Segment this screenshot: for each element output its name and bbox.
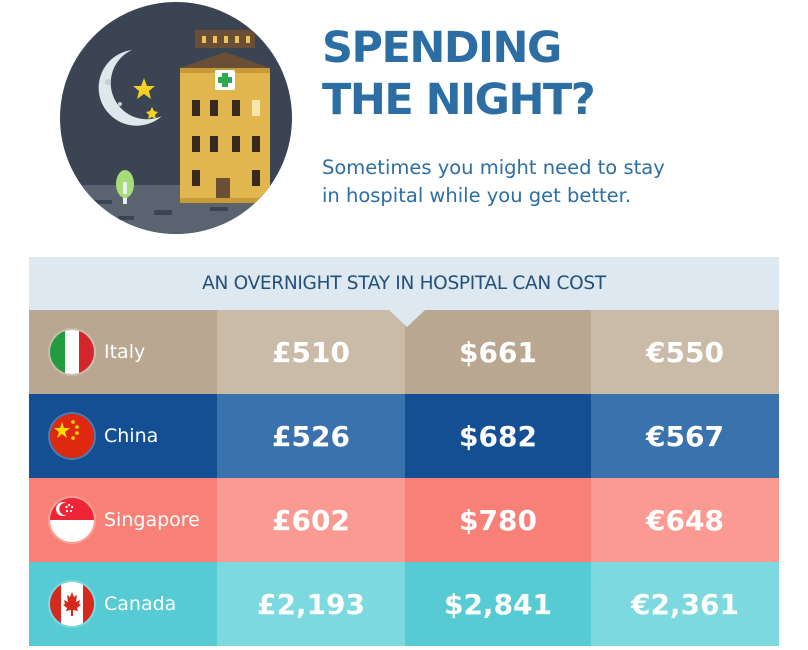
table-heading: AN OVERNIGHT STAY IN HOSPITAL CAN COST bbox=[29, 257, 779, 310]
subtitle-line-2: in hospital while you get better. bbox=[322, 184, 632, 207]
gbp-cost-cell: £2,193 bbox=[217, 562, 405, 646]
table-row-china: China £526 $682 €567 bbox=[29, 394, 779, 478]
usd-cost-cell: $780 bbox=[405, 478, 591, 562]
gbp-cost-cell: £526 bbox=[217, 394, 405, 478]
eur-cost-cell: €550 bbox=[591, 310, 779, 394]
country-name: China bbox=[104, 425, 159, 447]
gbp-cost-cell: £510 bbox=[217, 310, 405, 394]
subtitle-line-1: Sometimes you might need to stay bbox=[322, 156, 665, 179]
country-cell: Singapore bbox=[29, 478, 217, 562]
hospital-cost-table: AN OVERNIGHT STAY IN HOSPITAL CAN COST I… bbox=[29, 257, 779, 647]
hospital-night-illustration bbox=[60, 2, 292, 234]
country-name: Singapore bbox=[104, 509, 200, 531]
canada-flag-icon bbox=[50, 582, 94, 626]
gbp-cost-cell: £602 bbox=[217, 478, 405, 562]
table-row-italy: Italy £510 $661 €550 bbox=[29, 310, 779, 394]
italy-flag-icon bbox=[50, 330, 94, 374]
page-title: SPENDING THE NIGHT? bbox=[322, 22, 596, 126]
table-row-canada: Canada £2,193 $2,841 €2,361 bbox=[29, 562, 779, 646]
country-cell: Italy bbox=[29, 310, 217, 394]
usd-cost-cell: $2,841 bbox=[405, 562, 591, 646]
usd-cost-cell: $661 bbox=[405, 310, 591, 394]
china-flag-icon bbox=[50, 414, 94, 458]
singapore-flag-icon bbox=[50, 498, 94, 542]
usd-cost-cell: $682 bbox=[405, 394, 591, 478]
country-name: Italy bbox=[104, 341, 146, 363]
eur-cost-cell: €2,361 bbox=[591, 562, 779, 646]
eur-cost-cell: €648 bbox=[591, 478, 779, 562]
table-row-singapore: Singapore £602 $780 €648 bbox=[29, 478, 779, 562]
title-line-1: SPENDING bbox=[322, 23, 562, 73]
country-cell: Canada bbox=[29, 562, 217, 646]
country-cell: China bbox=[29, 394, 217, 478]
eur-cost-cell: €567 bbox=[591, 394, 779, 478]
title-line-2: THE NIGHT? bbox=[322, 75, 596, 125]
page-subtitle: Sometimes you might need to stay in hosp… bbox=[322, 154, 665, 210]
heading-pointer bbox=[389, 310, 425, 327]
country-name: Canada bbox=[104, 593, 177, 615]
